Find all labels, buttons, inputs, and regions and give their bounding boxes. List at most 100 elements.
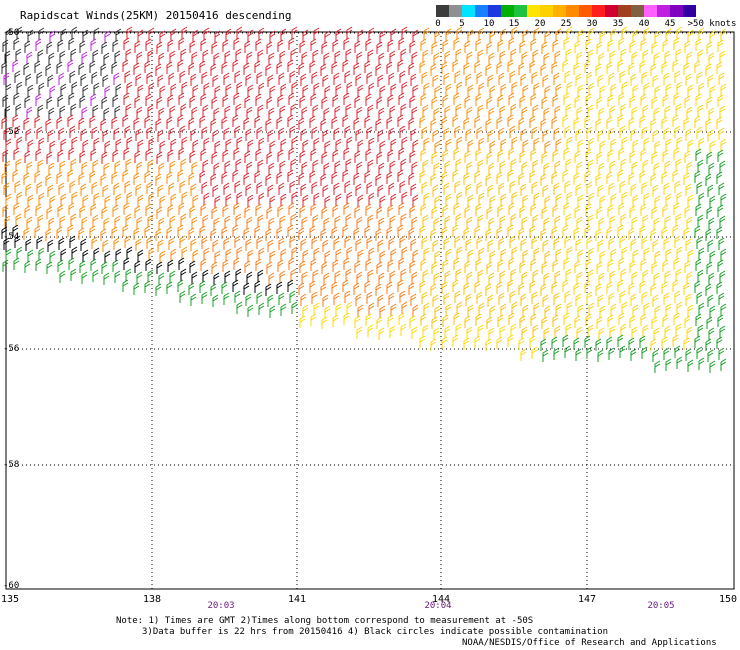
colorbar-swatch — [592, 5, 605, 17]
wind-barb — [629, 205, 636, 218]
wind-barb — [342, 59, 349, 72]
wind-barb — [69, 235, 76, 248]
wind-barb — [59, 160, 66, 173]
wind-barb — [14, 70, 21, 83]
wind-barb — [488, 52, 495, 65]
wind-barb — [709, 360, 716, 373]
wind-barb — [146, 71, 153, 84]
wind-barb — [102, 184, 109, 197]
wind-barb — [488, 107, 495, 120]
wind-barb — [38, 137, 45, 150]
wind-barb — [530, 203, 537, 216]
wind-barb — [111, 116, 118, 129]
wind-barb — [685, 293, 692, 306]
wind-barb — [90, 203, 97, 216]
wind-barb — [707, 184, 714, 197]
wind-barb — [686, 161, 693, 174]
wind-barb — [104, 140, 111, 153]
wind-barb — [508, 147, 515, 160]
wind-barb — [674, 235, 681, 248]
colorbar-swatch — [462, 5, 475, 17]
wind-barb — [433, 52, 440, 65]
wind-barb — [82, 84, 89, 97]
wind-barb — [156, 96, 163, 109]
wind-barb — [707, 74, 714, 87]
wind-barb — [367, 214, 374, 227]
wind-barb — [247, 249, 254, 262]
colorbar-label: 10 — [483, 19, 495, 29]
wind-barb — [566, 246, 573, 259]
wind-barb — [181, 81, 188, 94]
wind-barb — [2, 204, 9, 217]
wind-barb — [565, 323, 572, 336]
wind-barb — [412, 139, 419, 152]
wind-barb — [518, 172, 525, 185]
wind-barb — [170, 193, 177, 206]
wind-barb — [531, 236, 538, 249]
wind-barb — [419, 115, 426, 128]
wind-barb — [433, 327, 440, 340]
wind-barb — [576, 216, 583, 229]
wind-barb — [510, 323, 517, 336]
wind-barb — [676, 356, 683, 369]
wind-barb — [663, 237, 670, 250]
wind-barb — [476, 126, 483, 139]
wind-barb — [353, 62, 360, 75]
wind-barb — [222, 39, 229, 52]
wind-barb — [652, 349, 659, 362]
wind-barb — [606, 116, 613, 129]
wind-barb — [210, 63, 217, 76]
wind-barb — [465, 293, 472, 306]
wind-barb — [672, 59, 679, 72]
wind-barb — [200, 38, 207, 51]
wind-barb — [398, 147, 405, 160]
wind-barb — [455, 48, 462, 61]
wind-barb — [180, 158, 187, 171]
wind-barb — [310, 258, 317, 271]
wind-barb — [661, 336, 668, 349]
wind-barb — [202, 269, 209, 282]
wind-barb — [103, 52, 110, 65]
wind-barb — [49, 85, 56, 98]
wind-barb — [640, 93, 647, 106]
wind-barb — [553, 237, 560, 250]
wind-barb — [684, 260, 691, 273]
wind-barb — [320, 228, 327, 241]
wind-barb — [630, 348, 637, 361]
wind-barb — [299, 150, 306, 163]
wind-barb — [510, 48, 517, 61]
wind-barb — [597, 129, 604, 142]
wind-barb — [478, 302, 485, 315]
wind-barb — [431, 41, 438, 54]
wind-barb — [243, 62, 250, 75]
wind-barb — [433, 107, 440, 120]
wind-barb — [662, 314, 669, 327]
wind-barb — [300, 73, 307, 86]
wind-barb — [543, 162, 550, 175]
wind-barb — [60, 248, 67, 261]
wind-barb — [641, 181, 648, 194]
wind-barb — [411, 216, 418, 229]
colorbar-swatch — [475, 5, 488, 17]
wind-barb — [487, 74, 494, 87]
time-label: 20:05 — [647, 601, 675, 611]
wind-barb — [57, 259, 64, 272]
wind-barb — [444, 50, 451, 63]
wind-barb — [463, 172, 470, 185]
wind-barb — [12, 224, 19, 237]
wind-barb — [675, 323, 682, 336]
wind-barb — [78, 227, 85, 240]
wind-barb — [137, 84, 144, 97]
wind-barb — [367, 269, 374, 282]
wind-barb — [244, 260, 251, 273]
wind-barb — [335, 248, 342, 261]
wind-barb — [57, 149, 64, 162]
wind-barb — [718, 182, 725, 195]
wind-barb — [551, 336, 558, 349]
wind-barb — [717, 314, 724, 327]
wind-barb — [574, 260, 581, 273]
wind-barb — [169, 50, 176, 63]
wind-barb — [203, 137, 210, 150]
wind-barb — [300, 238, 307, 251]
wind-barb — [441, 336, 448, 349]
